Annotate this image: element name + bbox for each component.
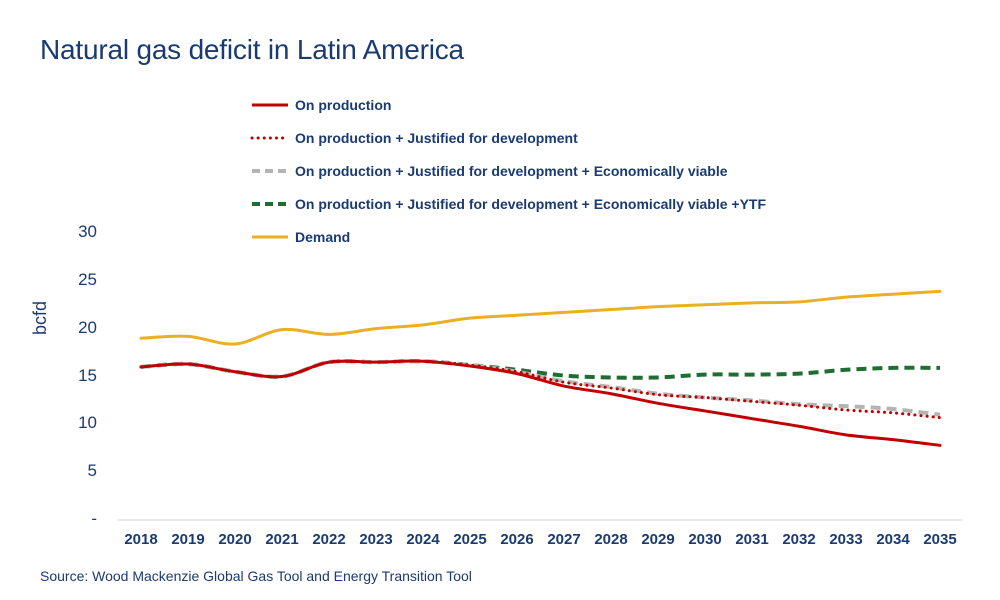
y-tick-label: 15 (78, 365, 97, 385)
legend-item-demand: Demand (250, 220, 766, 253)
series-line-ytf (140, 359, 941, 380)
legend-label: Demand (295, 228, 351, 245)
x-tick-label: 2026 (500, 531, 534, 548)
x-tick-label: 2022 (312, 531, 346, 548)
source-note: Source: Wood Mackenzie Global Gas Tool a… (40, 568, 472, 584)
x-tick-label: 2035 (923, 531, 957, 548)
legend-item-ytf: On production + Justified for developmen… (250, 187, 766, 220)
x-tick-label: 2020 (218, 531, 252, 548)
legend-swatch-economically-viable (252, 168, 288, 173)
legend-label: On production + Justified for developmen… (295, 195, 767, 212)
series-line-justified (139, 359, 942, 420)
x-tick-label: 2023 (359, 531, 393, 548)
x-tick-label: 2018 (124, 531, 158, 548)
y-tick-label: 25 (78, 269, 97, 289)
plot-area (118, 289, 962, 521)
x-tick-label: 2032 (782, 531, 816, 548)
legend-item-on-production: On production (250, 88, 766, 121)
x-tick-label: 2029 (641, 531, 675, 548)
x-tick-label: 2025 (453, 531, 487, 548)
y-tick-label: 20 (78, 317, 97, 337)
x-tick-label: 2034 (876, 531, 910, 548)
series-line-demand (139, 289, 942, 346)
legend-label: On production (295, 96, 392, 113)
series-line-on-production (139, 359, 942, 447)
chart-title: Natural gas deficit in Latin America (40, 34, 464, 65)
x-tick-label: 2031 (735, 531, 769, 548)
legend-item-justified: On production + Justified for developmen… (250, 121, 766, 154)
legend: On production On production + Justified … (250, 88, 766, 253)
x-tick-label: 2033 (829, 531, 863, 548)
series-line-economically-viable (140, 359, 941, 417)
x-tick-label: 2019 (171, 531, 205, 548)
y-tick-label: - (91, 509, 97, 528)
x-tick-label: 2027 (547, 531, 581, 548)
legend-label: On production + Justified for developmen… (295, 129, 578, 146)
legend-item-economically-viable: On production + Justified for developmen… (250, 154, 766, 187)
legend-swatch-demand (252, 235, 288, 238)
x-tick-label: 2024 (406, 531, 440, 548)
legend-label: On production + Justified for developmen… (295, 162, 728, 179)
legend-swatch-on-production (252, 103, 288, 106)
y-tick-label: 5 (87, 461, 97, 481)
y-tick-label: 10 (78, 413, 97, 433)
y-tick-label: 30 (78, 222, 97, 241)
x-tick-label: 2030 (688, 531, 722, 548)
legend-swatch-ytf (252, 201, 288, 206)
x-tick-label: 2028 (594, 531, 628, 548)
x-tick-label: 2021 (265, 531, 299, 548)
legend-swatch-justified (250, 136, 290, 139)
